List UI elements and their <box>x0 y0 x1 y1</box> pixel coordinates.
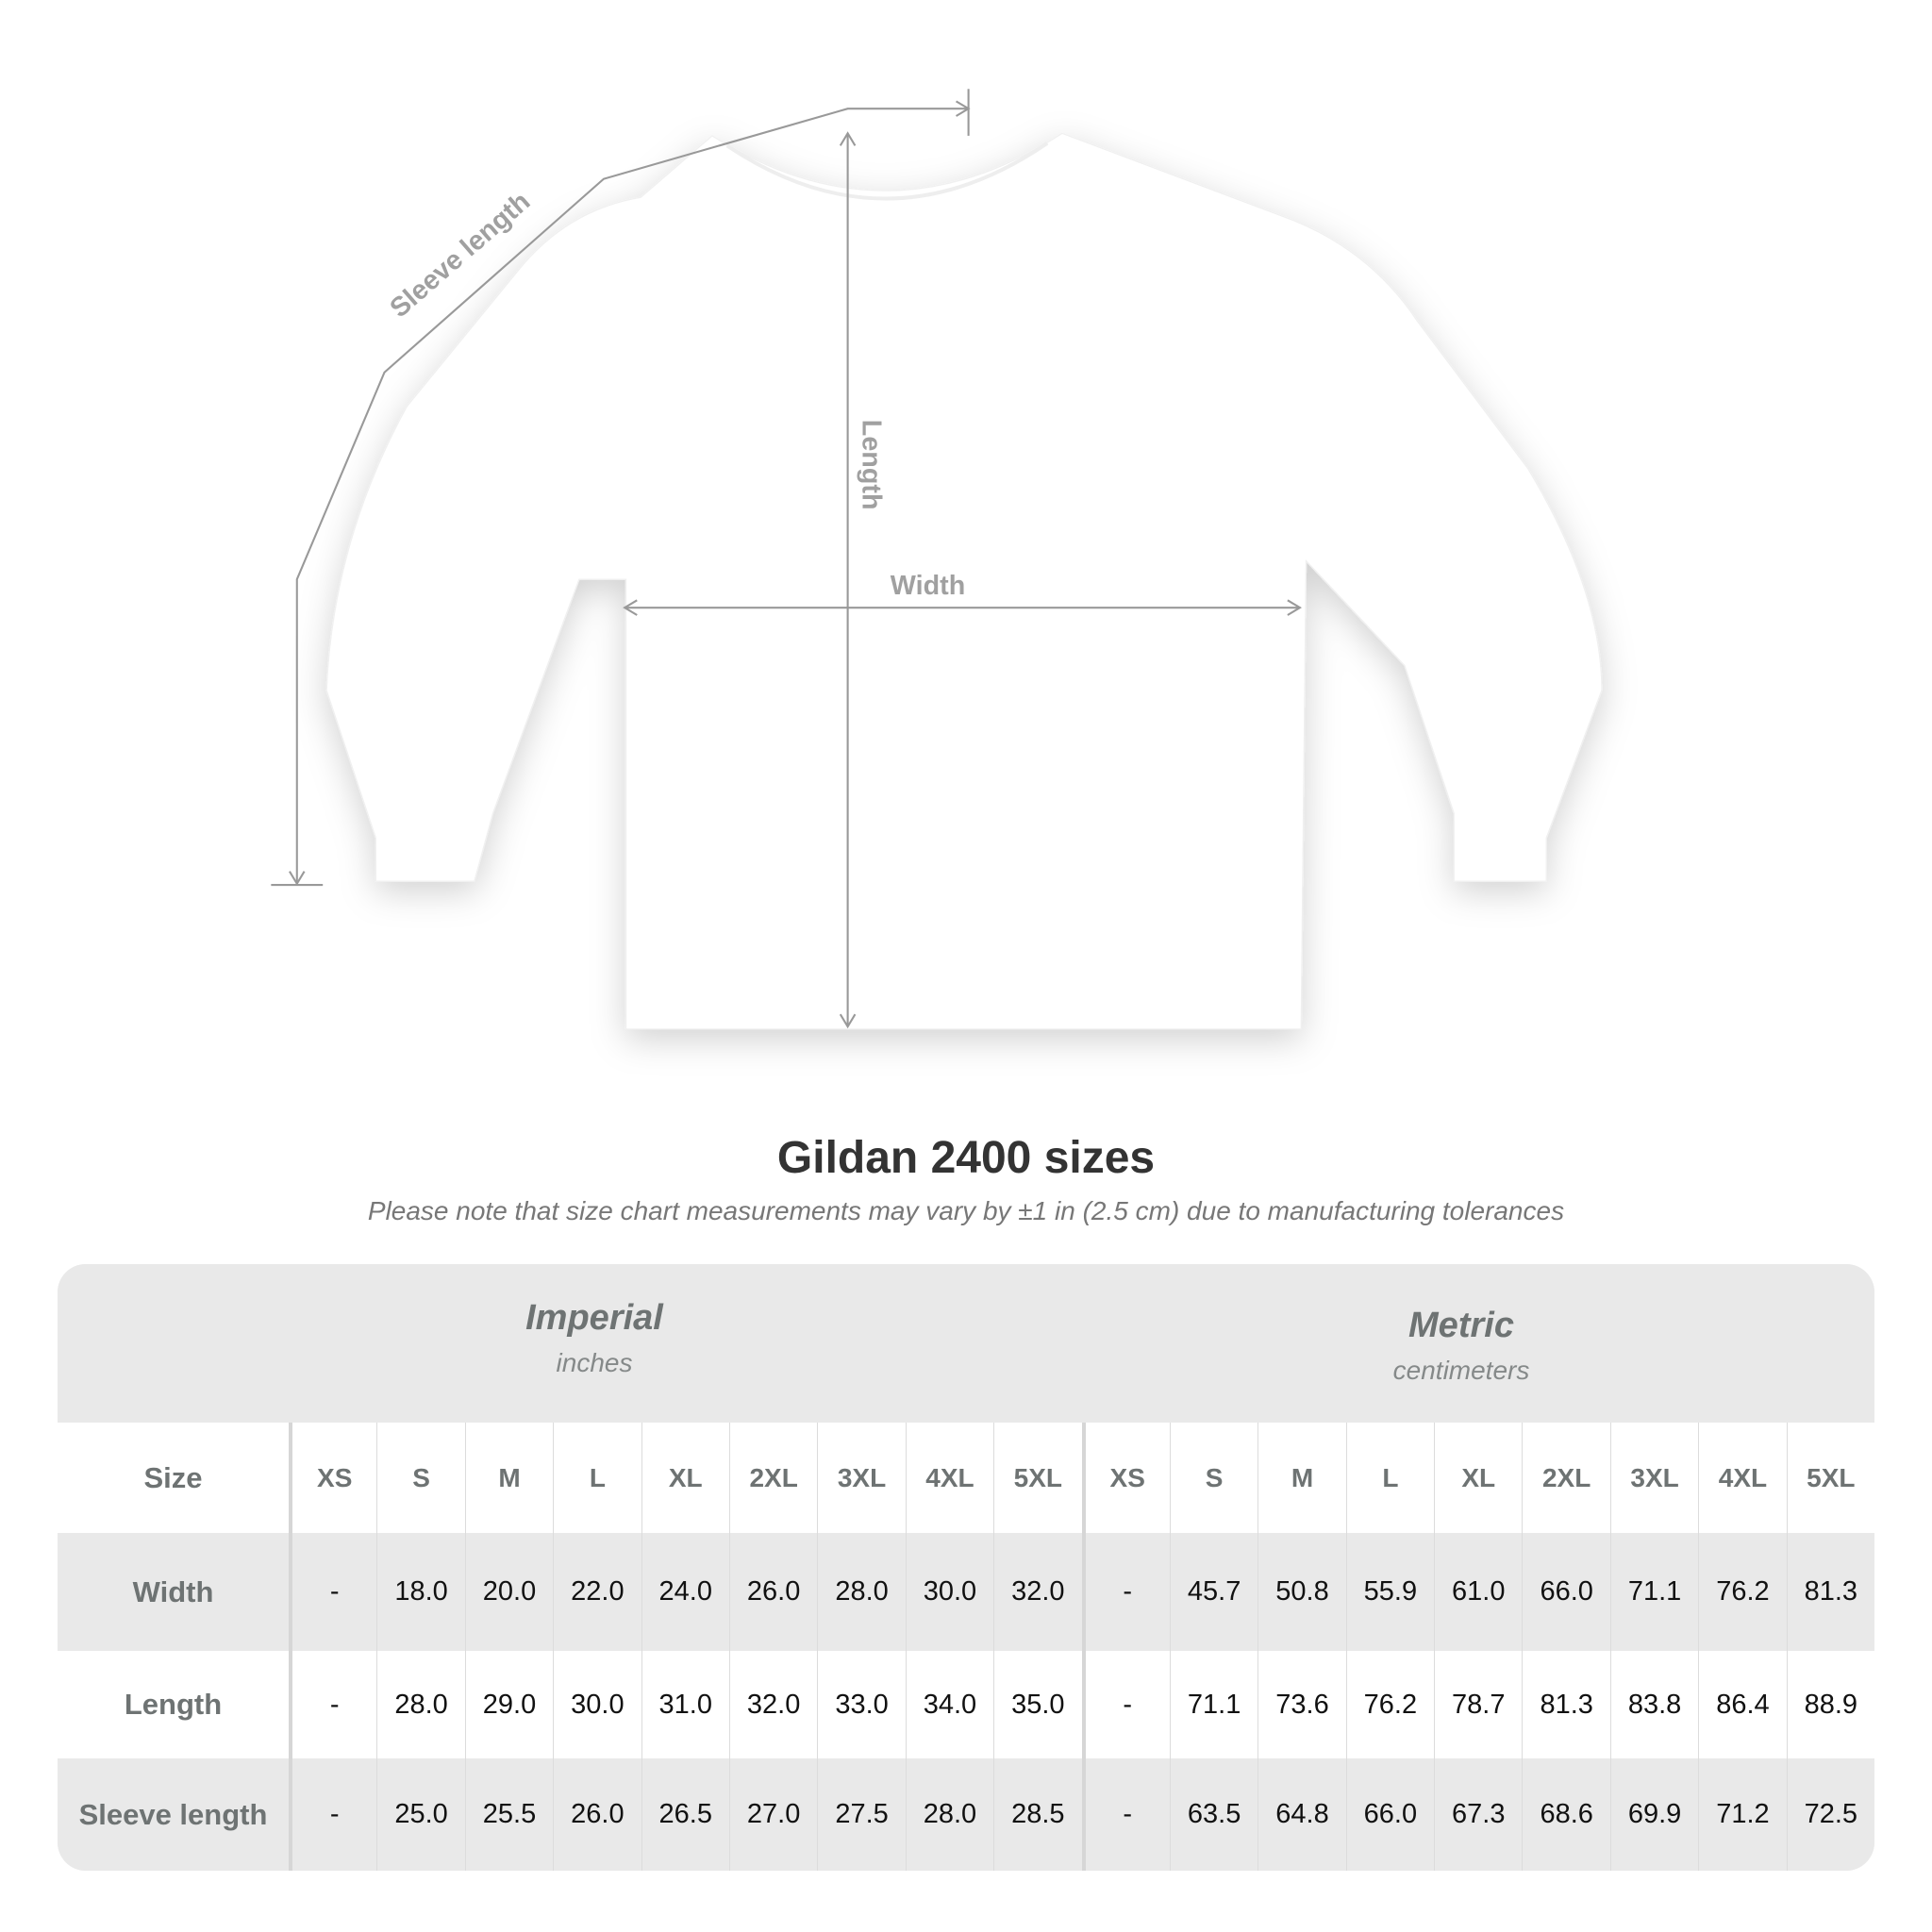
value-cell: 64.8 <box>1257 1758 1345 1871</box>
value-cell: - <box>289 1651 376 1758</box>
value-cell: - <box>289 1533 376 1651</box>
size-header-cell: S <box>376 1423 464 1533</box>
size-header-cell: M <box>1257 1423 1345 1533</box>
unit-header: Imperial inches Metric centimeters <box>58 1264 1874 1423</box>
value-cell: 34.0 <box>905 1651 993 1758</box>
value-cell: 71.2 <box>1698 1758 1786 1871</box>
value-cell: 25.0 <box>376 1758 464 1871</box>
value-cell: 71.1 <box>1609 1533 1698 1651</box>
value-cell: 33.0 <box>817 1651 905 1758</box>
value-cell: - <box>1081 1651 1170 1758</box>
row-label: Size <box>143 1460 203 1494</box>
value-cell: 67.3 <box>1434 1758 1522 1871</box>
size-header-cell: XL <box>641 1423 729 1533</box>
value-cell: 20.0 <box>464 1533 553 1651</box>
value-cell: 30.0 <box>553 1651 641 1758</box>
size-header-cell: XL <box>1434 1423 1522 1533</box>
size-header-cell: L <box>553 1423 641 1533</box>
value-cell: 50.8 <box>1257 1533 1345 1651</box>
value-cell: 22.0 <box>553 1533 641 1651</box>
shirt-diagram: Sleeve length Length Width <box>271 89 1603 1030</box>
value-cell: - <box>289 1758 376 1871</box>
row-label: Sleeve length <box>78 1797 268 1831</box>
length-label: Length <box>856 420 886 510</box>
value-cell: 76.2 <box>1698 1533 1786 1651</box>
value-cell: 73.6 <box>1257 1651 1345 1758</box>
value-cell: 66.0 <box>1345 1758 1434 1871</box>
value-cell: 55.9 <box>1345 1533 1434 1651</box>
size-header-cell: 4XL <box>905 1423 993 1533</box>
value-cell: 88.9 <box>1786 1651 1874 1758</box>
size-header-cell: 4XL <box>1698 1423 1786 1533</box>
tolerance-note: Please note that size chart measurements… <box>367 1196 1565 1225</box>
size-header-cell: S <box>1169 1423 1257 1533</box>
size-header-cell: M <box>464 1423 553 1533</box>
value-cell: 25.5 <box>464 1758 553 1871</box>
size-header-row: Size XS S M L XL 2XL 3XL 4XL 5XL XS S M L XL 2XL 3XL 4XL 5… <box>58 1423 1874 1533</box>
size-header-cell: 2XL <box>1522 1423 1609 1533</box>
sleeve-measure-line <box>295 108 969 884</box>
value-cell: 28.5 <box>993 1758 1081 1871</box>
value-cell: 35.0 <box>993 1651 1081 1758</box>
metric-header: Metric centimeters <box>1178 1306 1744 1386</box>
metric-title: Metric <box>1408 1306 1514 1345</box>
value-cell: 69.9 <box>1609 1758 1698 1871</box>
size-header-cell: 5XL <box>1786 1423 1874 1533</box>
value-cell: 72.5 <box>1786 1758 1874 1871</box>
value-cell: 31.0 <box>641 1651 729 1758</box>
value-cell: 66.0 <box>1522 1533 1609 1651</box>
value-cell: 27.0 <box>728 1758 817 1871</box>
imperial-title: Imperial <box>525 1298 663 1338</box>
table-row: Length -28.0 29.0 30.0 31.0 32.0 33.0 34.0 35.0-… <box>58 1651 1874 1758</box>
imperial-header: Imperial inches <box>311 1298 877 1378</box>
width-label: Width <box>891 571 965 601</box>
value-cell: 26.0 <box>728 1533 817 1651</box>
size-header-cell: 3XL <box>817 1423 905 1533</box>
size-header-cell: 3XL <box>1609 1423 1698 1533</box>
value-cell: 81.3 <box>1522 1651 1609 1758</box>
value-cell: 78.7 <box>1434 1651 1522 1758</box>
value-cell: 28.0 <box>817 1533 905 1651</box>
value-cell: 86.4 <box>1698 1651 1786 1758</box>
imperial-unit: inches <box>556 1348 633 1377</box>
long-sleeve-shirt <box>325 132 1603 1030</box>
size-header-cell: XS <box>289 1423 376 1533</box>
value-cell: 29.0 <box>464 1651 553 1758</box>
value-cell: 28.0 <box>905 1758 993 1871</box>
value-cell: 83.8 <box>1609 1651 1698 1758</box>
value-cell: 18.0 <box>376 1533 464 1651</box>
row-label: Width <box>132 1574 214 1608</box>
value-cell: 76.2 <box>1345 1651 1434 1758</box>
value-cell: 27.5 <box>817 1758 905 1871</box>
size-header-cell: 2XL <box>728 1423 817 1533</box>
page-title: Gildan 2400 sizes <box>776 1133 1156 1183</box>
value-cell: - <box>1081 1533 1170 1651</box>
table-row: Width -18.0 20.0 22.0 24.0 26.0 28.0 30.0 32.0-4… <box>58 1533 1874 1651</box>
value-cell: 68.6 <box>1522 1758 1609 1871</box>
value-cell: 81.3 <box>1786 1533 1874 1651</box>
size-header-cell: L <box>1345 1423 1434 1533</box>
metric-unit: centimeters <box>1392 1356 1530 1385</box>
size-header-cell: 5XL <box>993 1423 1081 1533</box>
value-cell: - <box>1081 1758 1170 1871</box>
value-cell: 45.7 <box>1169 1533 1257 1651</box>
value-cell: 28.0 <box>376 1651 464 1758</box>
value-cell: 26.0 <box>553 1758 641 1871</box>
size-header-cell: XS <box>1081 1423 1170 1533</box>
table-row: Sleeve length -25.0 25.5 26.0 26.5 27.0 27.5 28… <box>58 1758 1874 1871</box>
value-cell: 26.5 <box>641 1758 729 1871</box>
value-cell: 32.0 <box>993 1533 1081 1651</box>
value-cell: 63.5 <box>1169 1758 1257 1871</box>
value-cell: 30.0 <box>905 1533 993 1651</box>
size-table: Imperial inches Metric centimeters Size X… <box>58 1264 1874 1871</box>
value-cell: 61.0 <box>1434 1533 1522 1651</box>
value-cell: 24.0 <box>641 1533 729 1651</box>
row-label: Length <box>124 1688 223 1721</box>
value-cell: 71.1 <box>1169 1651 1257 1758</box>
value-cell: 32.0 <box>728 1651 817 1758</box>
